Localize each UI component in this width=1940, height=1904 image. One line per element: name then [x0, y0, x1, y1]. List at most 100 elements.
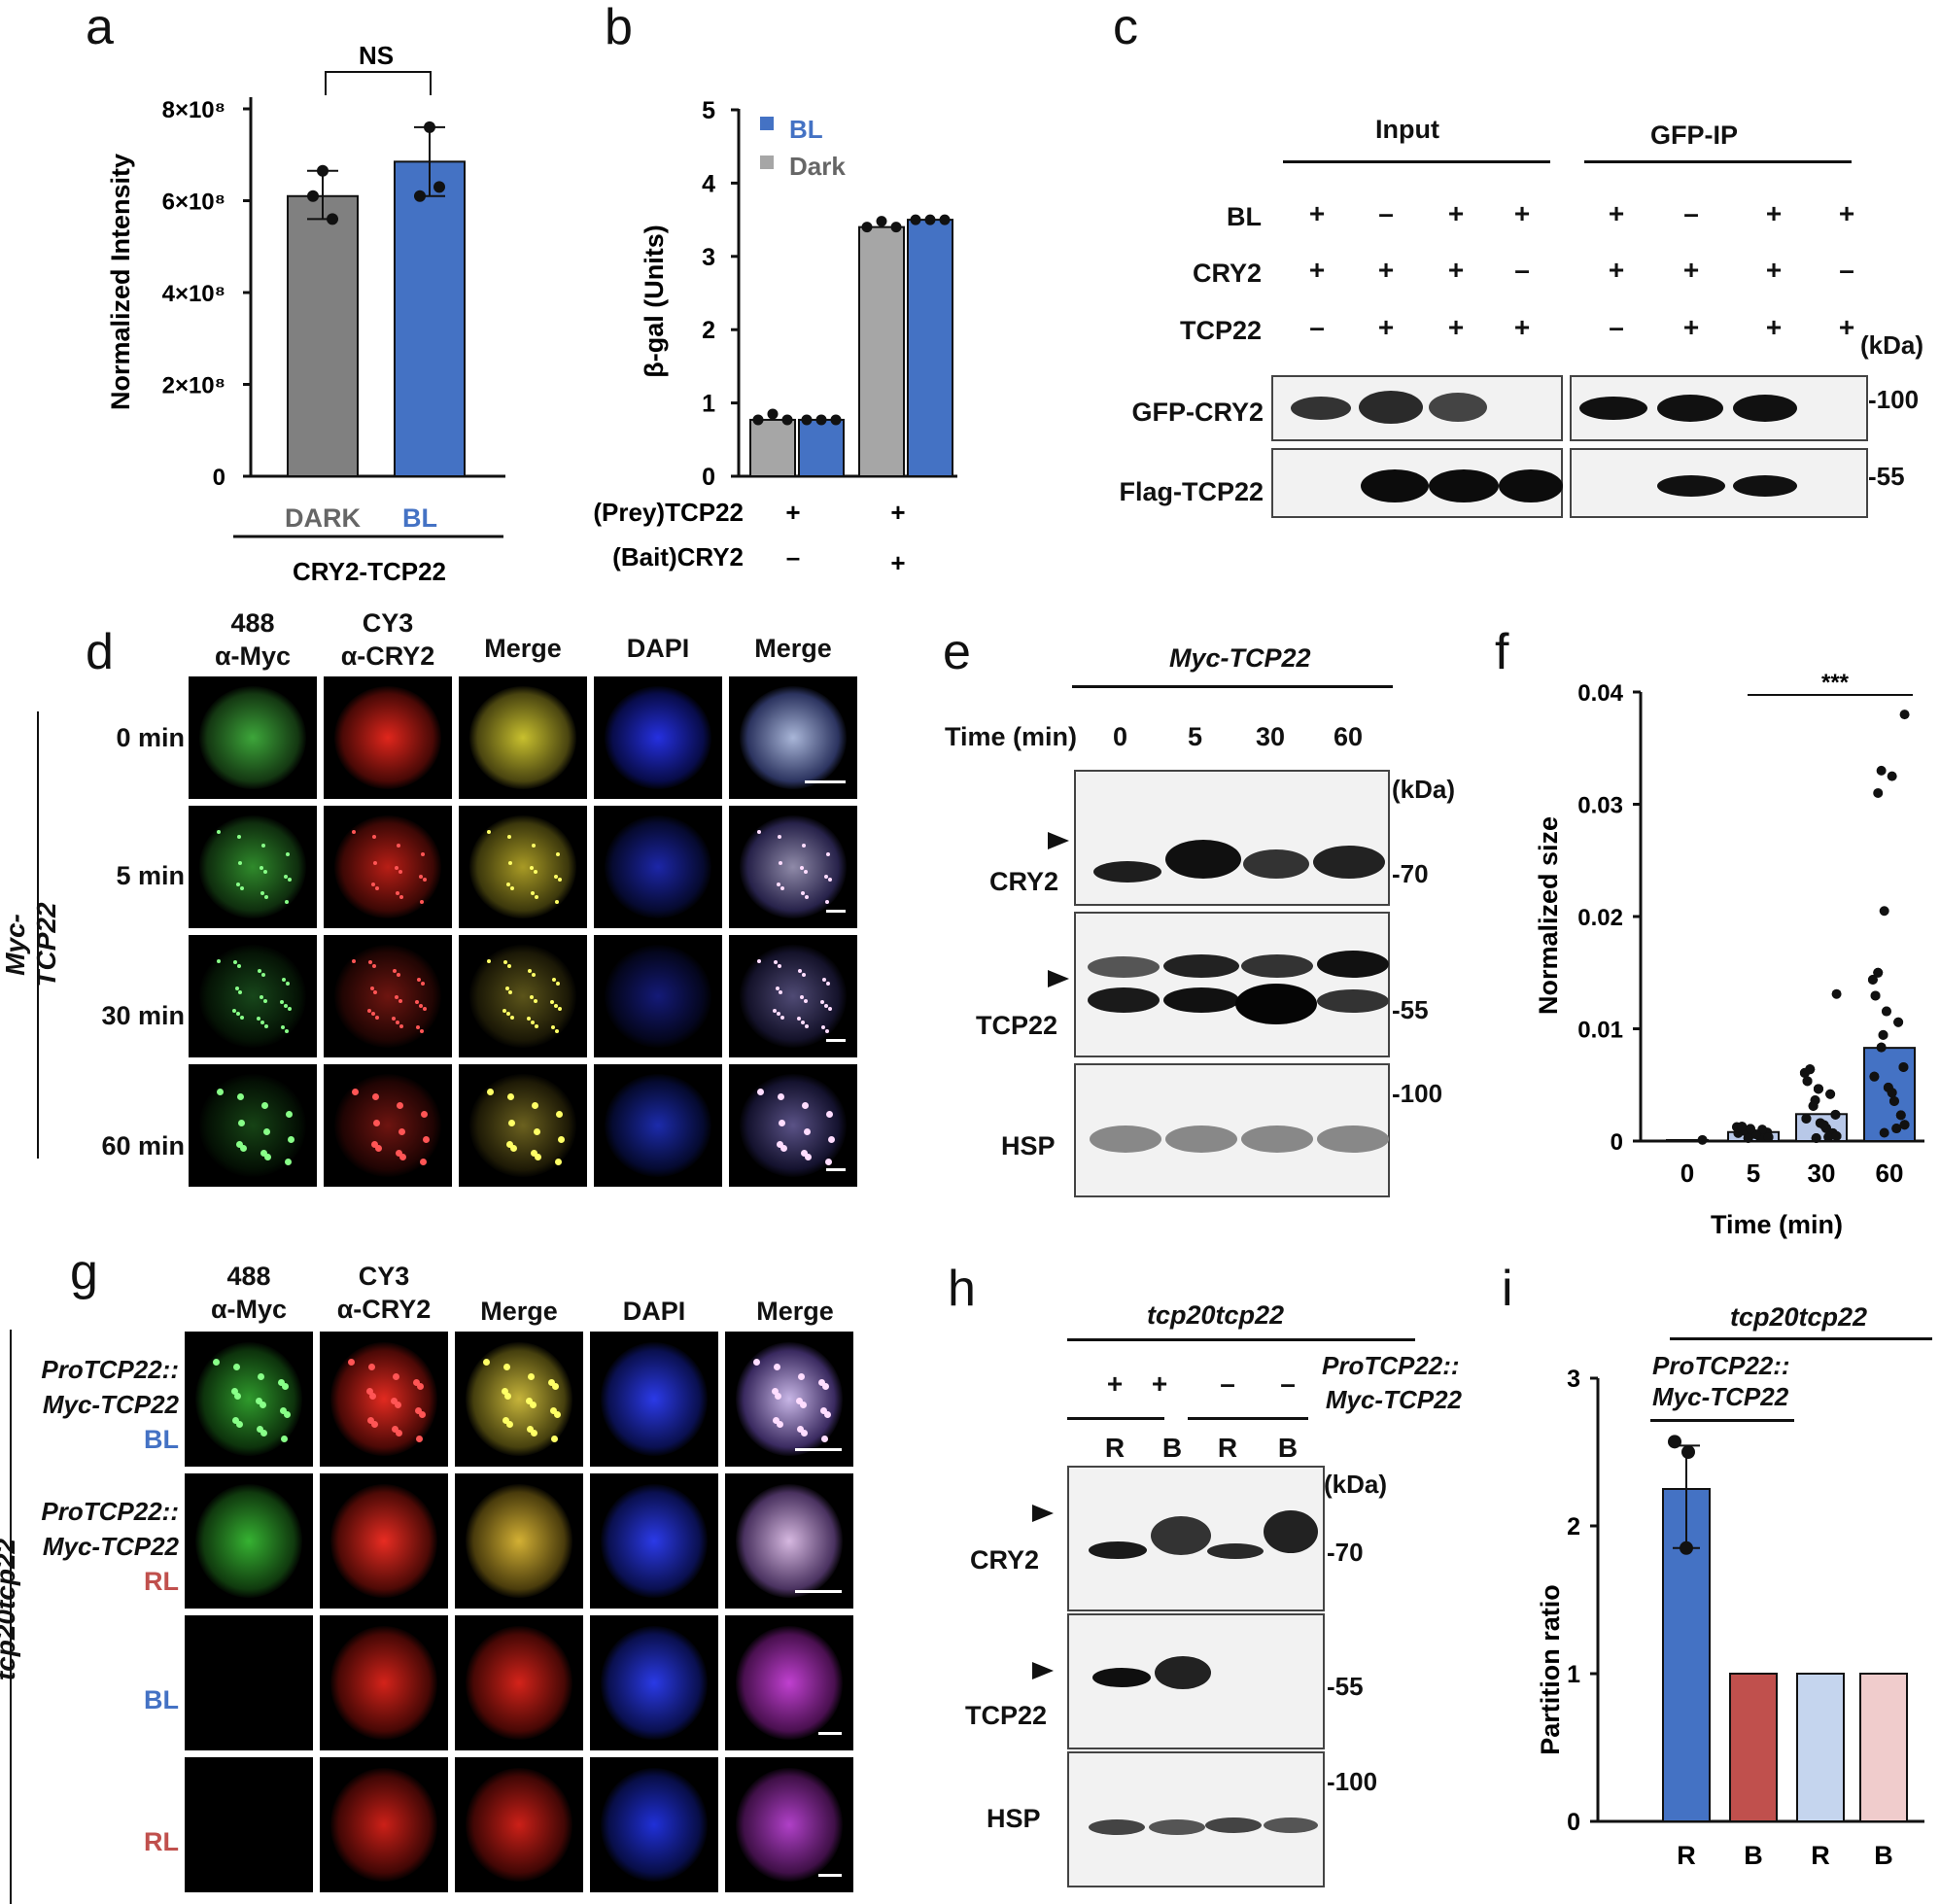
puncta [774, 960, 779, 965]
puncta [775, 986, 779, 990]
a-sig: NS [359, 41, 394, 70]
i-point [1668, 1435, 1681, 1449]
i-bar [1796, 1673, 1845, 1822]
puncta [397, 1102, 404, 1110]
puncta [822, 978, 827, 983]
puncta [397, 844, 401, 848]
f-yaxis: Normalized size [1534, 816, 1563, 1015]
a-point [317, 164, 329, 177]
nucleus-image [465, 1484, 573, 1598]
puncta [503, 1364, 511, 1371]
a-point [327, 213, 338, 225]
b-row-prey: (Prey)TCP22 [593, 498, 744, 527]
c-sign: + [1377, 255, 1395, 285]
puncta [556, 981, 561, 986]
puncta [255, 1398, 262, 1405]
puncta [487, 959, 492, 964]
puncta [552, 1382, 560, 1390]
c-blot-gfp-cry2: GFP-CRY2 [1131, 398, 1264, 427]
f-point [1801, 1113, 1812, 1124]
b-legend-bl: BL [789, 115, 823, 144]
f-point [1879, 1127, 1889, 1138]
puncta [217, 830, 222, 835]
puncta [779, 1016, 784, 1021]
puncta [373, 1119, 381, 1126]
puncta [509, 886, 514, 891]
i-tick: 1 [1567, 1661, 1580, 1688]
nucleus-image [333, 686, 442, 789]
puncta [827, 878, 832, 883]
d-image-cell [187, 804, 319, 930]
puncta [286, 851, 291, 856]
scale-bar [795, 1448, 842, 1451]
e-blot-label-tcp22: TCP22 [976, 1011, 1058, 1040]
puncta [549, 1406, 557, 1414]
puncta [283, 1003, 288, 1008]
b-point [910, 214, 921, 225]
g-image-cell [318, 1330, 450, 1469]
puncta [779, 1145, 787, 1153]
f-point [1881, 1006, 1891, 1017]
e-marker-70: -70 [1392, 859, 1429, 888]
c-sign: + [1377, 312, 1395, 342]
f-point [1808, 1100, 1819, 1111]
c-row-tcp22: TCP22 [1179, 316, 1262, 345]
e-kda: (kDa) [1392, 775, 1456, 804]
g-image-cell [183, 1613, 315, 1752]
f-point [1870, 990, 1881, 1001]
f-point [1873, 967, 1884, 978]
puncta [390, 1398, 398, 1405]
d-image-cell [187, 1062, 319, 1189]
puncta [508, 1119, 516, 1126]
f-sig: *** [1821, 670, 1850, 696]
puncta [508, 989, 513, 994]
puncta [774, 1364, 781, 1371]
f-tick: 0.04 [1577, 680, 1623, 707]
d-side-label: Myc-TCP22 [0, 902, 61, 987]
puncta [283, 1411, 291, 1418]
puncta [285, 900, 289, 905]
puncta [285, 1159, 292, 1166]
nucleus-image [329, 1484, 438, 1598]
puncta [372, 835, 377, 840]
f-point [1697, 1134, 1708, 1145]
puncta [262, 869, 267, 874]
g-image-cell [183, 1330, 315, 1469]
puncta [238, 1119, 246, 1126]
c-sign: – [1683, 198, 1699, 228]
puncta [395, 1021, 399, 1025]
b-point [939, 214, 951, 225]
puncta [504, 986, 509, 990]
d-col-header: Merge [484, 634, 562, 663]
chart-b: 0 1 2 3 4 5 BL Dark β-gal (Units) (Prey)TCP22… [593, 97, 957, 577]
c-sign: + [1447, 312, 1465, 342]
svg-text:+: + [890, 548, 905, 577]
h-marker-100: -100 [1327, 1767, 1378, 1796]
puncta [394, 994, 398, 999]
nucleus-image [468, 945, 577, 1048]
f-category: 60 [1876, 1159, 1904, 1188]
d-image-cell [457, 1062, 589, 1189]
puncta [552, 978, 557, 983]
d-col-header: DAPI [626, 634, 690, 663]
nucleus-image [604, 1074, 712, 1177]
a-group: CRY2-TCP22 [293, 557, 446, 586]
puncta [525, 1398, 533, 1405]
puncta [286, 1110, 294, 1118]
puncta [778, 1093, 785, 1101]
c-sign: + [1308, 255, 1326, 285]
puncta [553, 1003, 558, 1008]
nucleus-image [600, 1484, 709, 1598]
puncta [393, 969, 398, 974]
f-point [1745, 1124, 1755, 1134]
nucleus-image [468, 815, 577, 918]
puncta [557, 878, 562, 883]
g-image-cell [588, 1471, 720, 1610]
g-row-construct: Myc-TCP22 [42, 1532, 179, 1561]
puncta [551, 1025, 556, 1030]
puncta [819, 999, 824, 1004]
c-group-input: Input [1375, 115, 1439, 144]
i-point [1680, 1541, 1693, 1555]
puncta [796, 1426, 804, 1434]
f-tick: 0 [1611, 1129, 1623, 1156]
